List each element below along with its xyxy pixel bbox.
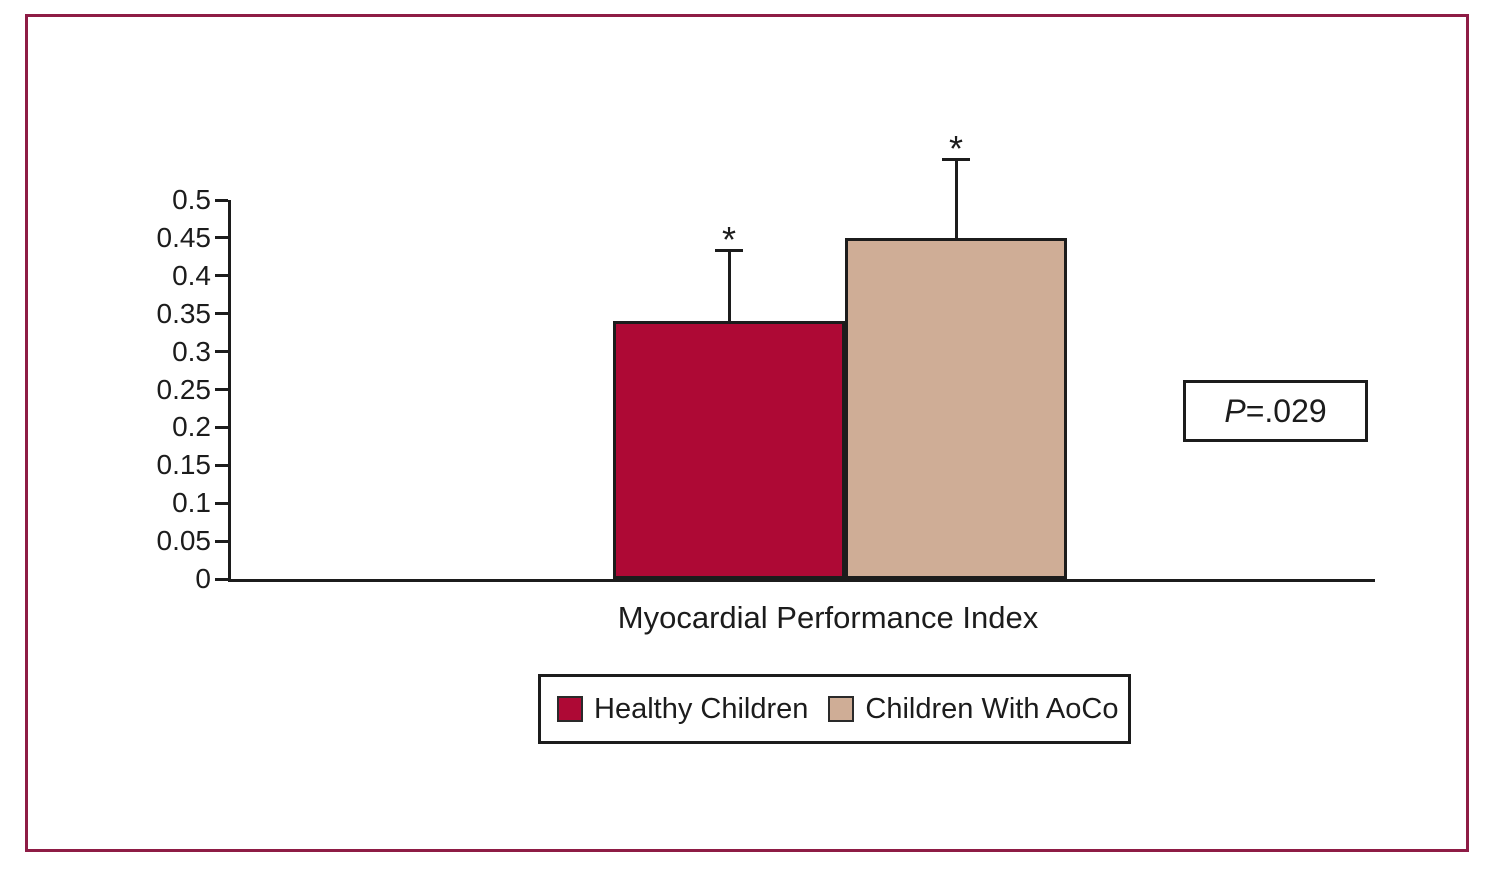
y-tick-label: 0.35 (156, 297, 212, 329)
bar-rect-children-with-aoco (845, 237, 1067, 579)
error-bar-cap-healthy-children (715, 249, 743, 253)
plot-area: 0 0.05 0.1 0.15 0.2 0.25 0.3 0.35 0.4 0.45 0.5 * * (157, 131, 1375, 593)
legend-swatch-healthy-children (557, 696, 583, 722)
y-tick-label: 0.25 (156, 373, 212, 405)
y-tick-label: 0.45 (156, 221, 212, 253)
error-bar-children-with-aoco (954, 158, 958, 238)
y-tick-label: 0.2 (172, 411, 211, 443)
y-tick-mark (215, 198, 228, 202)
error-bar-cap-children-with-aoco (942, 158, 970, 162)
legend-label-children-with-aoco: Children With AoCo (865, 692, 1119, 725)
legend: Healthy Children Children With AoCo (538, 674, 1131, 744)
legend-label-healthy-children: Healthy Children (594, 692, 809, 725)
legend-swatch-children-with-aoco (828, 696, 855, 722)
p-value-text: =.029 (1245, 392, 1327, 429)
y-tick-label: 0.05 (156, 525, 212, 557)
x-axis-label: Myocardial Performance Index (617, 600, 1039, 635)
y-tick-mark (215, 539, 228, 543)
bar-healthy-children: * (613, 200, 845, 579)
y-tick-mark (215, 463, 228, 467)
y-tick-label: 0.3 (172, 335, 211, 367)
bar-rect-healthy-children (613, 321, 845, 579)
y-tick-label: 0.15 (156, 449, 212, 481)
y-axis-ticks: 0 0.05 0.1 0.15 0.2 0.25 0.3 0.35 0.4 0.45 0.5 (157, 186, 1375, 593)
y-tick-mark (215, 236, 228, 240)
y-tick-mark (215, 388, 228, 391)
error-bar-healthy-children (727, 249, 731, 322)
y-axis (228, 200, 231, 579)
p-value-symbol: P (1224, 392, 1246, 429)
y-tick-label: 0 (195, 563, 211, 594)
y-tick-label: 0.5 (172, 184, 211, 215)
y-tick-mark (215, 501, 228, 505)
legend-item-healthy-children: Healthy Children (557, 693, 808, 726)
y-tick-mark (215, 274, 228, 278)
y-tick-mark (215, 312, 228, 316)
y-tick-mark (215, 350, 228, 354)
bar-children-with-aoco: * (845, 131, 1067, 579)
y-tick-label: 0.1 (172, 487, 211, 519)
y-tick-mark (215, 577, 228, 581)
y-tick-mark (215, 425, 228, 429)
legend-item-children-with-aoco: Children With AoCo (828, 693, 1118, 726)
figure-border: 0 0.05 0.1 0.15 0.2 0.25 0.3 0.35 0.4 0.45 0.5 * *… (25, 14, 1469, 852)
p-value-box: P =.029 (1183, 380, 1368, 442)
y-tick-label: 0.4 (172, 259, 211, 291)
significance-asterisk-children-with-aoco: * (948, 128, 964, 170)
significance-asterisk-healthy-children: * (721, 219, 737, 261)
x-axis (228, 579, 1375, 582)
